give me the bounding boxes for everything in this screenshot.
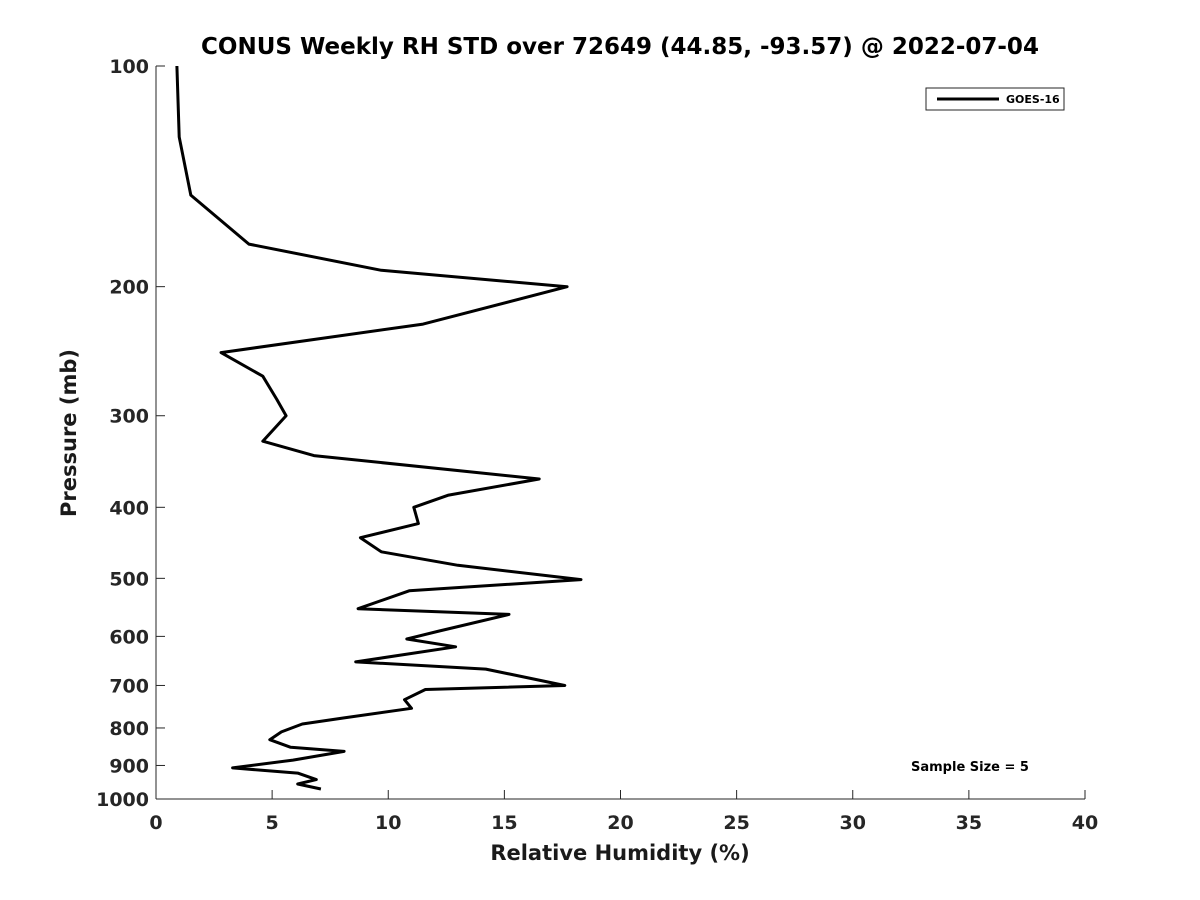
y-tick-label: 700 — [109, 675, 149, 697]
x-axis-ticks: 0 5 10 15 20 25 30 35 40 — [149, 790, 1098, 834]
x-tick-label: 5 — [266, 812, 279, 834]
legend-entry-goes-16: GOES-16 — [1006, 93, 1060, 106]
y-tick-label: 600 — [109, 626, 149, 648]
y-tick-label: 300 — [109, 406, 149, 428]
y-axis-label: Pressure (mb) — [57, 349, 81, 517]
axes — [155, 66, 1085, 800]
x-tick-label: 25 — [723, 812, 749, 834]
y-tick-label: 400 — [109, 497, 149, 519]
x-tick-label: 40 — [1072, 812, 1098, 834]
x-tick-label: 35 — [956, 812, 982, 834]
x-tick-label: 15 — [491, 812, 517, 834]
series-line-goes-16 — [175, 65, 583, 791]
sample-size-annotation: Sample Size = 5 — [911, 760, 1029, 775]
x-tick-label: 0 — [149, 812, 162, 834]
legend: GOES-16 — [925, 87, 1065, 111]
chart-title: CONUS Weekly RH STD over 72649 (44.85, -… — [201, 34, 1039, 60]
x-tick-label: 30 — [840, 812, 866, 834]
y-tick-label: 900 — [109, 755, 149, 777]
x-tick-label: 20 — [607, 812, 633, 834]
y-tick-label: 1000 — [96, 789, 149, 811]
series-layer — [175, 65, 583, 791]
y-tick-label: 100 — [109, 56, 149, 78]
y-tick-label: 800 — [109, 718, 149, 740]
y-axis-ticks: 100 200 300 400 500 600 700 800 900 1000 — [96, 56, 165, 811]
x-tick-label: 10 — [375, 812, 401, 834]
y-tick-label: 200 — [109, 277, 149, 299]
x-axis-label: Relative Humidity (%) — [490, 841, 749, 865]
y-tick-label: 500 — [109, 568, 149, 590]
